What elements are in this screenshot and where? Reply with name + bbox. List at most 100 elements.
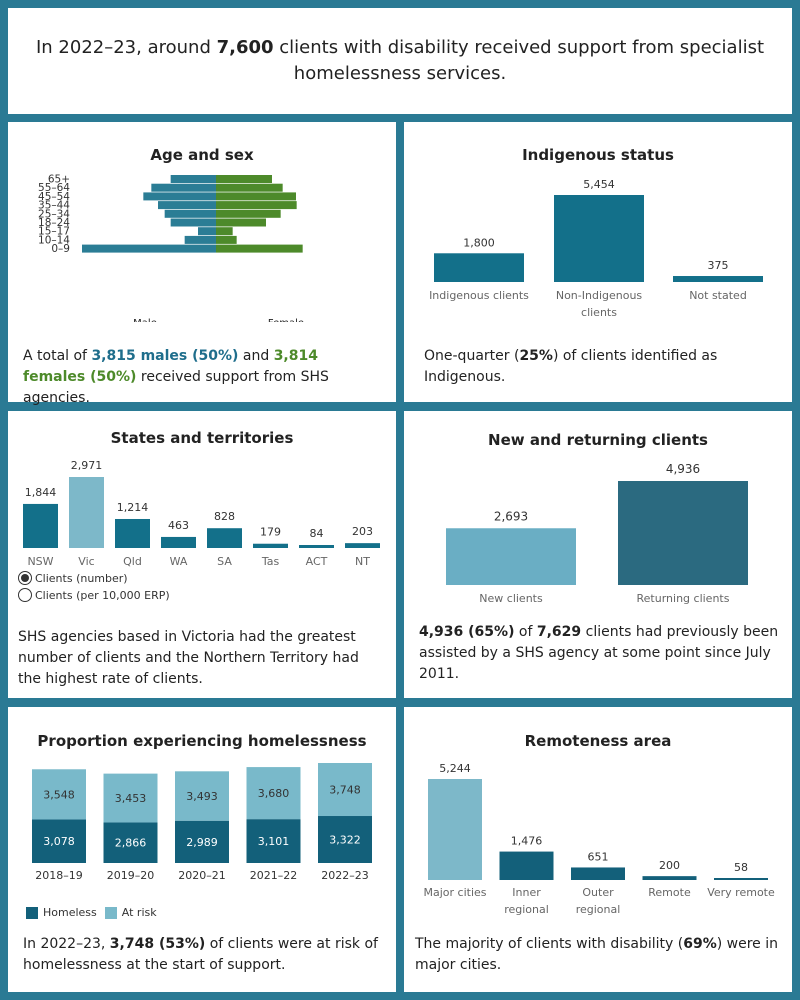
category-label: Very remote — [707, 886, 775, 899]
state-bar — [161, 536, 196, 548]
bar-value-label: 1,476 — [511, 835, 543, 848]
age-tick-label: 35–44 — [38, 200, 70, 212]
radio-label: Clients (per 10,000 ERP) — [35, 588, 170, 602]
bar-value-label: 651 — [588, 850, 609, 863]
bar-value-label: 84 — [310, 527, 324, 540]
female-bar — [216, 175, 272, 183]
remoteness-bar — [499, 851, 554, 880]
bar-value-label: 828 — [214, 510, 235, 523]
homeless-bar — [32, 819, 86, 863]
age-tick-label: 10–14 — [38, 234, 70, 246]
radio-label: Clients (number) — [35, 571, 128, 585]
bar-value-label: 2,971 — [71, 459, 103, 472]
bar-value-label: 5,454 — [583, 178, 615, 191]
homeless-value-label: 2,866 — [115, 837, 147, 850]
category-label: Remote — [648, 886, 691, 899]
legend-at-risk: At risk — [121, 906, 157, 919]
legend-homeless: Homeless — [43, 906, 97, 919]
state-tick-label: ACT — [306, 555, 328, 568]
indigenous-bar — [673, 276, 763, 282]
category-label: Non-Indigenous clients — [556, 289, 643, 319]
homelessness-panel: Proportion experiencing homelessness 3,0… — [8, 707, 396, 992]
category-label: Returning clients — [637, 592, 730, 605]
state-bar — [207, 528, 242, 548]
remoteness-bar — [571, 867, 625, 880]
indigenous-panel: Indigenous status 1,800 Indigenous client… — [404, 122, 792, 402]
remoteness-summary: The majority of clients with disability … — [415, 936, 778, 973]
year-tick-label: 2018–19 — [35, 869, 83, 882]
indigenous-bar — [554, 195, 644, 282]
bar-value-label: 4,936 — [666, 462, 700, 476]
panel-title: Proportion experiencing homelessness — [37, 732, 367, 750]
panel-title: New and returning clients — [488, 431, 708, 449]
states-chart: 1,844 NSW 2,971 Vic 1,214 Qld 463 WA 828 SA 179 Tas… — [23, 459, 380, 568]
state-tick-label: WA — [170, 555, 188, 568]
year-tick-label: 2019–20 — [107, 869, 155, 882]
at-risk-bar — [32, 769, 86, 820]
state-bar — [23, 503, 58, 548]
bar-value-label: 58 — [734, 861, 748, 874]
state-tick-label: SA — [217, 555, 232, 568]
remoteness-panel: Remoteness area 5,244 Major cities 1,476 In… — [404, 707, 792, 992]
homelessness-legend: Homeless At risk — [26, 906, 157, 919]
bar-value-label: 1,214 — [117, 501, 149, 514]
female-axis-label: Female — [268, 318, 304, 322]
bar-value-label: 203 — [352, 525, 373, 538]
state-tick-label: Tas — [261, 555, 280, 568]
new-returning-chart: 2,693 New clients 4,936 Returning clients — [446, 462, 748, 605]
category-label: Indigenous clients — [429, 289, 529, 302]
category-label: Outer regional — [576, 886, 621, 916]
state-bar — [253, 543, 288, 548]
bar-value-label: 200 — [659, 859, 680, 872]
state-tick-label: NT — [355, 555, 370, 568]
age-tick-label: 25–34 — [38, 208, 70, 220]
female-bar — [216, 183, 283, 192]
remoteness-bar — [714, 878, 768, 880]
remoteness-bar — [642, 876, 697, 880]
state-bar — [69, 477, 104, 548]
at-risk-bar — [103, 773, 158, 823]
homeless-value-label: 2,989 — [186, 836, 218, 849]
panel-title: States and territories — [110, 429, 294, 447]
male-bar — [151, 183, 216, 192]
states-panel: States and territories 1,844 NSW 2,971 Vic 1… — [8, 411, 396, 698]
at-risk-value-label: 3,748 — [329, 784, 361, 797]
at-risk-value-label: 3,493 — [186, 790, 218, 803]
male-bar — [198, 227, 216, 236]
male-bar — [170, 175, 216, 183]
male-bar — [143, 192, 216, 201]
homeless-bar — [175, 820, 229, 863]
radio-button[interactable] — [18, 588, 32, 602]
bar-value-label: 5,244 — [439, 762, 471, 775]
age-tick-label: 0–9 — [51, 243, 70, 255]
radio-clients-number[interactable]: Clients (number) — [18, 571, 128, 585]
radio-button[interactable] — [18, 571, 32, 585]
age-sex-panel: Age and sex 65+ 55–64 45–54 35–44 25–34 18–24… — [8, 122, 396, 406]
male-bar — [82, 244, 216, 253]
homeless-bar — [246, 819, 301, 863]
homeless-bar — [103, 822, 158, 863]
bar-value-label: 1,844 — [25, 486, 57, 499]
homelessness-summary: In 2022–23, 3,748 (53%) of clients were … — [23, 936, 378, 973]
remoteness-bar — [428, 779, 482, 880]
new-clients-bar — [446, 528, 576, 585]
new-returning-summary: 4,936 (65%) of 7,629 clients had previou… — [419, 624, 779, 682]
indigenous-chart: 1,800 Indigenous clients 5,454 Non-Indigeno… — [429, 178, 763, 319]
age-tick-label: 15–17 — [38, 226, 70, 238]
new-returning-panel: New and returning clients 2,693 New clien… — [404, 411, 792, 698]
at-risk-value-label: 3,548 — [43, 788, 75, 801]
homeless-value-label: 3,078 — [43, 835, 75, 848]
panel-title: Indigenous status — [522, 146, 674, 164]
header-text: In 2022–23, around 7,600 clients with di… — [35, 37, 765, 84]
at-risk-bar — [175, 771, 229, 821]
year-tick-label: 2022–23 — [321, 869, 369, 882]
male-bar — [170, 218, 216, 227]
at-risk-value-label: 3,453 — [115, 792, 147, 805]
age-sex-summary: A total of 3,815 males (50%) and 3,814 f… — [23, 348, 329, 406]
radio-clients-rate[interactable]: Clients (per 10,000 ERP) — [18, 588, 170, 602]
at-risk-bar — [318, 763, 372, 817]
age-sex-chart: 65+55–6445–5435–4425–3418–2415–1710–140–… — [38, 174, 304, 323]
panel-title: Remoteness area — [524, 732, 672, 750]
indigenous-bar — [434, 253, 524, 282]
state-bar — [345, 543, 380, 548]
